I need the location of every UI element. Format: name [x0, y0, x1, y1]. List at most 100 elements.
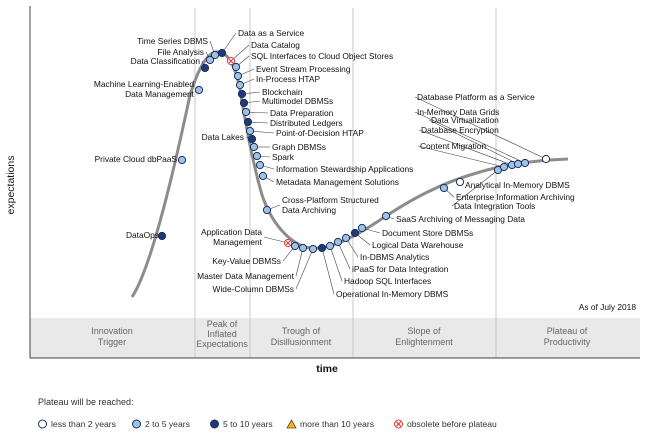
label-key-value-dbmss: Key-Value DBMSs	[212, 256, 281, 266]
label-data-lakes: Data Lakes	[202, 132, 244, 142]
label-hadoop-sql-interfaces: Hadoop SQL Interfaces	[344, 276, 431, 286]
label-analytical-in-memory-dbms: Analytical In-Memory DBMS	[465, 180, 570, 190]
label-in-memory-data-grids: In-Memory Data Grids	[417, 107, 499, 117]
label-distributed-ledgers: Distributed Ledgers	[270, 118, 343, 128]
marker-in-process-htap[interactable]	[235, 80, 245, 90]
marker-information-stewardship-applications[interactable]	[255, 160, 265, 170]
marker-cross-platform-structured-data-archiving[interactable]	[262, 205, 272, 215]
legend-marker-lt2	[38, 419, 47, 429]
label-in-process-htap: In-Process HTAP	[256, 74, 320, 84]
marker-private-cloud-dbpaas[interactable]	[177, 155, 187, 165]
marker-metadata-management-solutions[interactable]	[258, 171, 268, 181]
label-dataops: DataOps	[126, 230, 159, 240]
marker-file-analysis[interactable]	[205, 55, 215, 65]
marker-data-virtualization[interactable]	[513, 159, 523, 169]
leader-line	[418, 129, 513, 166]
marker-spark[interactable]	[252, 151, 262, 161]
marker-wide-column-dbmss[interactable]	[308, 244, 318, 254]
leader-line	[329, 245, 343, 282]
label-document-store-dbmss: Document Store DBMSs	[382, 228, 473, 238]
marker-master-data-management[interactable]	[298, 243, 308, 253]
marker-sql-interfaces-to-cloud-object-stores[interactable]	[231, 62, 241, 72]
y-axis-title: expectations	[5, 156, 17, 215]
phase-innovation-trigger: Innovation Trigger	[91, 326, 133, 347]
as-of-date: As of July 2018	[579, 302, 637, 312]
marker-in-dbms-analytics[interactable]	[341, 233, 351, 243]
leader-line	[295, 248, 314, 290]
leader-line	[414, 96, 547, 160]
label-enterprise-information-archiving: Enterprise Information Archiving	[456, 192, 575, 202]
legend-items: less than 2 years 2 to 5 years 5 to 10 yea…	[38, 419, 497, 429]
label-cross-platform-structured-data-archiving: Cross-Platform Structured Data Archiving	[282, 195, 379, 215]
label-machine-learning-enabled-data-management: Machine Learning-Enabled Data Management	[94, 79, 195, 99]
label-database-encryption: Database Encryption	[421, 125, 499, 135]
technology-labels: DataOps Private Cloud dbPaaS Machine Learn…	[94, 28, 575, 299]
label-data-catalog: Data Catalog	[251, 40, 300, 50]
phase-separators	[194, 8, 497, 358]
label-operational-in-memory-dbms: Operational In-Memory DBMS	[336, 289, 449, 299]
label-spark: Spark	[272, 152, 295, 162]
marker-event-stream-processing[interactable]	[233, 71, 243, 81]
marker-enterprise-information-archiving[interactable]	[439, 183, 449, 193]
marker-time-series-dbms[interactable]	[210, 50, 220, 60]
label-logical-data-warehouse: Logical Data Warehouse	[372, 240, 464, 250]
phase-trough: Trough of Disillusionment	[271, 326, 332, 347]
leader-line	[428, 119, 519, 165]
legend-triangle-icon	[286, 419, 297, 429]
marker-data-preparation[interactable]	[241, 107, 251, 117]
leader-line	[321, 247, 335, 295]
marker-distributed-ledgers[interactable]	[243, 117, 253, 127]
marker-logical-data-warehouse[interactable]	[350, 228, 360, 238]
label-sql-interfaces-to-cloud-object-stores: SQL Interfaces to Cloud Object Stores	[251, 51, 393, 61]
label-file-analysis: File Analysis	[157, 47, 204, 57]
marker-in-memory-data-grids[interactable]	[520, 158, 530, 168]
marker-multimodel-dbmss[interactable]	[239, 98, 249, 108]
label-point-of-decision-htap: Point-of-Decision HTAP	[276, 128, 364, 138]
label-event-stream-processing: Event Stream Processing	[256, 64, 351, 74]
marker-operational-in-memory-dbms[interactable]	[317, 243, 327, 253]
leader-line	[414, 111, 526, 164]
marker-dataops[interactable]	[157, 231, 167, 241]
label-data-classification: Data Classification	[131, 56, 201, 66]
label-content-migration: Content Migration	[420, 141, 486, 151]
label-wide-column-dbmss: Wide-Column DBMSs	[213, 284, 294, 294]
label-ipaas-for-data-integration: iPaaS for Data Integration	[352, 264, 449, 274]
marker-analytical-in-memory-dbms[interactable]	[455, 177, 465, 187]
legend-label-5to10: 5 to 10 years	[223, 419, 273, 429]
label-metadata-management-solutions: Metadata Management Solutions	[276, 177, 399, 187]
marker-document-store-dbmss[interactable]	[357, 223, 367, 233]
legend-title: Plateau will be reached:	[38, 397, 134, 407]
marker-key-value-dbmss[interactable]	[290, 241, 300, 251]
label-graph-dbmss: Graph DBMSs	[272, 142, 326, 152]
leader-line	[263, 236, 289, 244]
marker-database-platform-as-a-service[interactable]	[541, 154, 551, 164]
phase-peak: Peak of Inflated Expectations	[196, 319, 248, 349]
leader-line	[295, 247, 304, 277]
label-multimodel-dbmss: Multimodel DBMSs	[262, 96, 333, 106]
marker-machine-learning-enabled-data-management[interactable]	[194, 85, 204, 95]
label-in-dbms-analytics: In-DBMS Analytics	[360, 252, 429, 262]
marker-data-classification[interactable]	[200, 63, 210, 73]
marker-blockchain[interactable]	[237, 89, 247, 99]
hype-curve	[130, 50, 569, 298]
obsolete-cross-icon	[285, 240, 291, 246]
marker-content-migration[interactable]	[499, 162, 509, 172]
label-blockchain: Blockchain	[262, 87, 303, 97]
marker-hadoop-sql-interfaces[interactable]	[325, 241, 335, 251]
marker-graph-dbmss[interactable]	[249, 142, 259, 152]
label-saas-archiving-of-messaging-data: SaaS Archiving of Messaging Data	[396, 214, 525, 224]
phase-labels: Innovation Trigger Peak of Inflated Expecta…	[91, 319, 591, 349]
marker-saas-archiving-of-messaging-data[interactable]	[381, 211, 391, 221]
marker-data-lakes[interactable]	[247, 134, 257, 144]
marker-data-as-a-service[interactable]	[217, 48, 227, 58]
marker-point-of-decision-htap[interactable]	[245, 126, 255, 136]
leader-line	[417, 145, 505, 168]
legend: Plateau will be reached: less than 2 yea…	[38, 397, 497, 429]
leader-line	[451, 169, 499, 207]
leader-line	[337, 241, 351, 270]
label-application-data-management: Application Data Management	[201, 227, 263, 247]
legend-marker-5to10	[210, 419, 219, 429]
marker-ipaas-for-data-integration[interactable]	[333, 237, 343, 247]
legend-label-obsolete: obsolete before plateau	[407, 419, 497, 429]
